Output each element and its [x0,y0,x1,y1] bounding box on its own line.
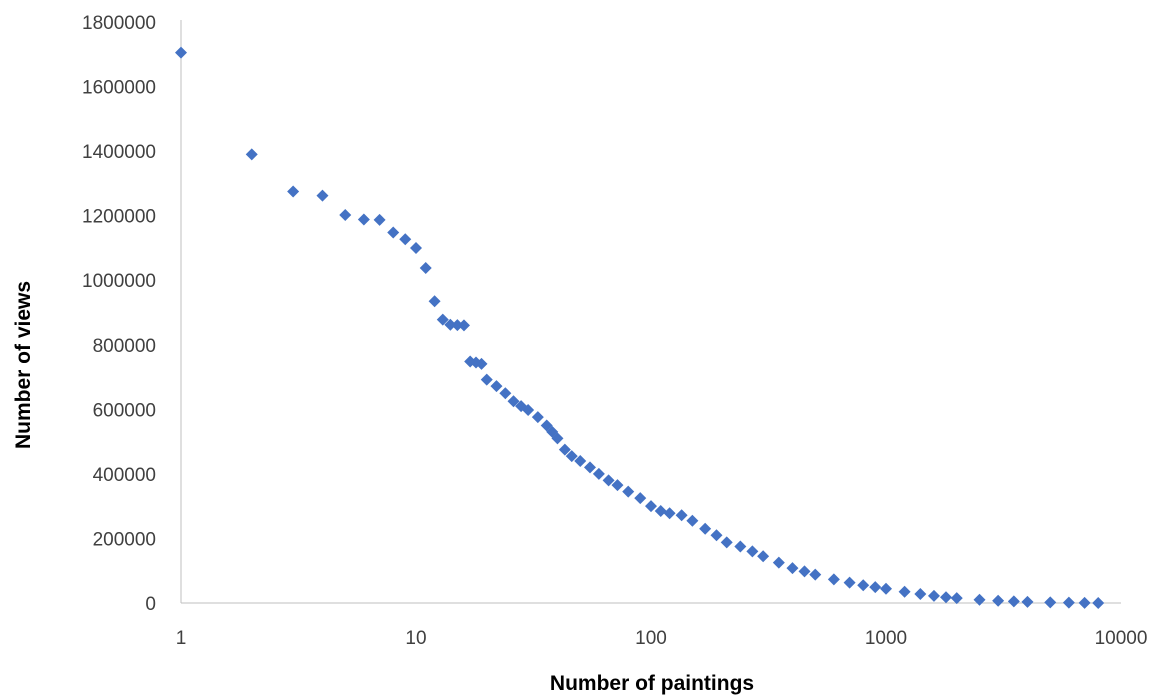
x-axis: 1 10 100 1000 10000 [176,602,1148,649]
data-point [786,562,799,575]
data-point [357,213,370,226]
data-point [490,380,503,393]
data-point [1021,595,1034,608]
data-point [444,318,457,331]
data-point [457,319,470,332]
data-point [475,357,488,370]
data-point [399,233,412,246]
data-point [1007,595,1020,608]
data-point [809,568,822,581]
data-point [857,579,870,592]
data-point [428,295,441,308]
x-tick-label: 1 [176,628,187,649]
data-point [746,545,759,558]
data-point [710,529,723,542]
data-point [880,582,892,595]
data-point [565,450,578,463]
y-axis-title: Number of views [12,281,35,449]
y-tick-label: 0 [145,594,156,615]
data-point [436,313,449,326]
data-point [772,556,785,569]
data-point [939,591,952,604]
data-point [634,492,647,505]
data-point [898,585,911,598]
y-tick-label: 1200000 [82,207,156,228]
data-point [419,261,432,274]
data-point [757,550,770,563]
data-point [1092,596,1105,609]
y-tick-label: 1400000 [82,142,156,163]
data-point [387,226,400,239]
y-axis: 0 200000 400000 600000 800000 1000000 1200000 1… [82,13,182,615]
x-tick-label: 10000 [1095,628,1148,649]
data-point [451,319,464,332]
data-point [973,593,986,606]
data-points [175,46,1105,609]
data-point [339,209,352,222]
data-point [654,505,667,518]
data-point [663,507,676,520]
data-point [927,589,940,602]
data-point [373,213,386,226]
y-tick-label: 1000000 [82,271,156,292]
y-tick-label: 200000 [93,529,156,550]
data-point [551,432,564,445]
data-point [843,576,856,589]
data-point [798,565,811,578]
x-tick-label: 100 [635,628,667,649]
data-point [645,500,657,513]
data-point [992,594,1005,607]
y-tick-label: 1600000 [82,78,156,99]
data-point [686,514,699,527]
data-point [611,479,624,492]
data-point [675,509,688,522]
y-tick-label: 1800000 [82,13,156,34]
data-point [507,395,520,408]
data-point [914,587,927,600]
data-point [574,454,587,467]
y-tick-label: 400000 [93,465,156,486]
data-point [316,189,329,202]
data-point [558,443,571,456]
data-point [583,461,596,474]
data-point [480,373,493,386]
data-point [287,185,300,198]
y-tick-label: 800000 [93,336,156,357]
x-tick-label: 10 [405,628,426,649]
data-point [1078,596,1091,609]
data-point [1044,596,1057,609]
data-point [602,474,615,487]
y-tick-label: 600000 [93,400,156,421]
data-point [950,592,963,605]
data-point [245,148,258,161]
data-point [622,485,635,498]
x-tick-label: 1000 [865,628,907,649]
data-point [592,467,605,480]
data-point [410,241,422,254]
data-point [869,581,882,594]
data-point [699,522,712,535]
data-point [175,46,187,59]
data-point [827,573,840,586]
data-point [1062,596,1075,609]
data-point [734,540,747,553]
x-axis-title: Number of paintings [550,672,754,695]
data-point [531,411,544,424]
data-point [522,403,535,416]
data-point [720,536,733,549]
data-point [499,387,512,400]
